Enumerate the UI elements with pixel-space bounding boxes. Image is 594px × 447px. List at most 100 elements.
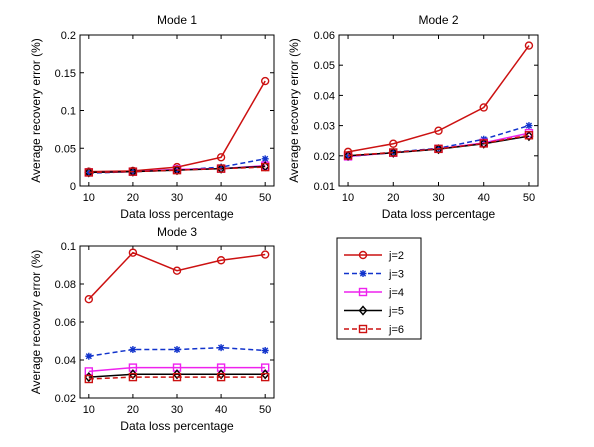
data-point-j6 <box>84 374 94 384</box>
data-point-j6 <box>172 165 182 175</box>
data-point-j6 <box>84 168 94 177</box>
chart-mode-2: Mode 2 Data loss percentage Average reco… <box>287 13 539 221</box>
data-point-j3 <box>85 352 93 360</box>
series-line-j2 <box>88 251 266 300</box>
data-point-j2 <box>434 126 443 135</box>
data-point-j3 <box>344 153 352 161</box>
series-line-j2 <box>347 45 530 153</box>
x-tick-label: 10 <box>83 404 95 416</box>
data-point-j6 <box>216 372 226 382</box>
data-point-j3 <box>217 163 225 171</box>
data-point-j2 <box>479 103 488 112</box>
series-line-j6 <box>88 166 266 174</box>
x-axis-label-mode-1: Data loss percentage <box>120 207 234 221</box>
marks-mode-1: 10 20 30 40 50 0 0.05 0.1 0.15 0.2 <box>55 30 274 204</box>
y-tick-label: 0.06 <box>55 317 76 329</box>
legend-marker <box>359 270 367 277</box>
legend-label: j=4 <box>388 287 404 299</box>
legend: j=2 j=3 j=4 j=5 j=6 <box>336 237 422 340</box>
series-line-j4 <box>88 366 266 373</box>
legend-label: j=5 <box>388 306 404 318</box>
marks-mode-2: 10 20 30 40 50 0.01 0.02 0.03 0.04 0.05 0.06 <box>314 30 538 204</box>
y-axis-label-mode-1: Average recovery error (%) <box>29 38 43 183</box>
data-point-j6 <box>479 139 488 148</box>
x-tick-label: 40 <box>215 404 227 416</box>
y-axis-label-mode-2: Average recovery error (%) <box>287 38 301 183</box>
legend-entry-j6: j=6 <box>344 324 404 336</box>
legend-entry-j2: j=2 <box>344 250 404 262</box>
plot-area-mode-1 <box>79 34 275 187</box>
data-point-j3 <box>525 122 533 130</box>
legend-label: j=3 <box>388 269 404 281</box>
legend-entry-j3: j=3 <box>344 269 404 281</box>
y-tick-label: 0.15 <box>55 68 76 80</box>
data-point-j6 <box>216 164 226 173</box>
y-tick-label: 0 <box>70 181 76 193</box>
data-point-j5 <box>343 150 353 161</box>
chart-title-mode-2: Mode 2 <box>418 13 458 27</box>
y-tick-label: 0.08 <box>55 279 76 291</box>
legend-marker <box>358 287 368 297</box>
data-point-j3 <box>261 347 269 354</box>
y-tick-label: 0.1 <box>61 106 76 118</box>
chart-title-mode-1: Mode 1 <box>157 13 197 27</box>
x-axis-label-mode-3: Data loss percentage <box>120 419 234 433</box>
chart-title-mode-3: Mode 3 <box>157 225 197 239</box>
x-axis-label-mode-2: Data loss percentage <box>382 207 496 221</box>
data-point-j2 <box>389 139 398 148</box>
data-point-j6 <box>434 144 443 154</box>
series-line-j6 <box>348 134 530 157</box>
y-tick-label: 0.02 <box>55 393 76 405</box>
chart-mode-3: Mode 3 Data loss percentage Average reco… <box>29 225 275 433</box>
data-point-j2 <box>260 250 270 259</box>
x-tick-label: 30 <box>171 404 183 416</box>
data-point-j6 <box>172 372 182 382</box>
y-tick-label: 0.03 <box>314 121 335 133</box>
y-tick-label: 0.06 <box>314 30 335 42</box>
data-point-j3 <box>173 346 181 354</box>
data-point-j6 <box>260 162 270 172</box>
legend-box <box>336 237 422 340</box>
data-point-j3 <box>85 169 93 177</box>
y-tick-label: 0.05 <box>55 143 76 155</box>
x-tick-label: 20 <box>127 404 139 416</box>
y-tick-label: 0.05 <box>314 60 335 72</box>
plot-area-mode-2 <box>338 34 539 187</box>
y-tick-label: 0.02 <box>314 151 335 163</box>
legend-marker <box>358 305 368 316</box>
data-point-j3 <box>129 346 137 354</box>
data-point-j3 <box>217 344 225 352</box>
x-tick-label: 50 <box>523 192 535 204</box>
x-tick-label: 20 <box>387 192 399 204</box>
x-tick-label: 40 <box>478 192 490 204</box>
data-point-j3 <box>261 155 269 163</box>
x-tick-label: 10 <box>342 192 354 204</box>
data-point-j2 <box>172 266 182 275</box>
x-tick-label: 50 <box>259 192 271 204</box>
y-axis-label-mode-3: Average recovery error (%) <box>29 250 43 395</box>
legend-marker <box>358 324 368 334</box>
data-point-j2 <box>84 295 94 304</box>
legend-label: j=6 <box>388 324 404 336</box>
data-point-j5 <box>524 131 534 142</box>
chart-mode-1: Mode 1 Data loss percentage Average reco… <box>29 13 275 221</box>
y-tick-label: 0.01 <box>314 181 335 193</box>
legend-entry-j5: j=5 <box>344 305 404 318</box>
x-tick-label: 40 <box>215 192 227 204</box>
x-tick-label: 50 <box>259 404 271 416</box>
x-tick-label: 30 <box>171 192 183 204</box>
legend-entries: j=2 j=3 j=4 j=5 j=6 <box>344 250 404 336</box>
data-point-j5 <box>434 144 443 155</box>
x-tick-label: 30 <box>432 192 444 204</box>
data-point-j6 <box>389 148 398 157</box>
data-point-j6 <box>524 131 534 140</box>
y-tick-label: 0.04 <box>55 355 76 367</box>
data-point-j2 <box>216 256 226 265</box>
data-point-j2 <box>260 76 270 86</box>
data-point-j2 <box>524 41 534 50</box>
data-point-j6 <box>128 372 138 382</box>
y-tick-label: 0.04 <box>314 90 335 102</box>
data-point-j2 <box>128 248 138 257</box>
y-tick-label: 0.1 <box>61 241 76 253</box>
